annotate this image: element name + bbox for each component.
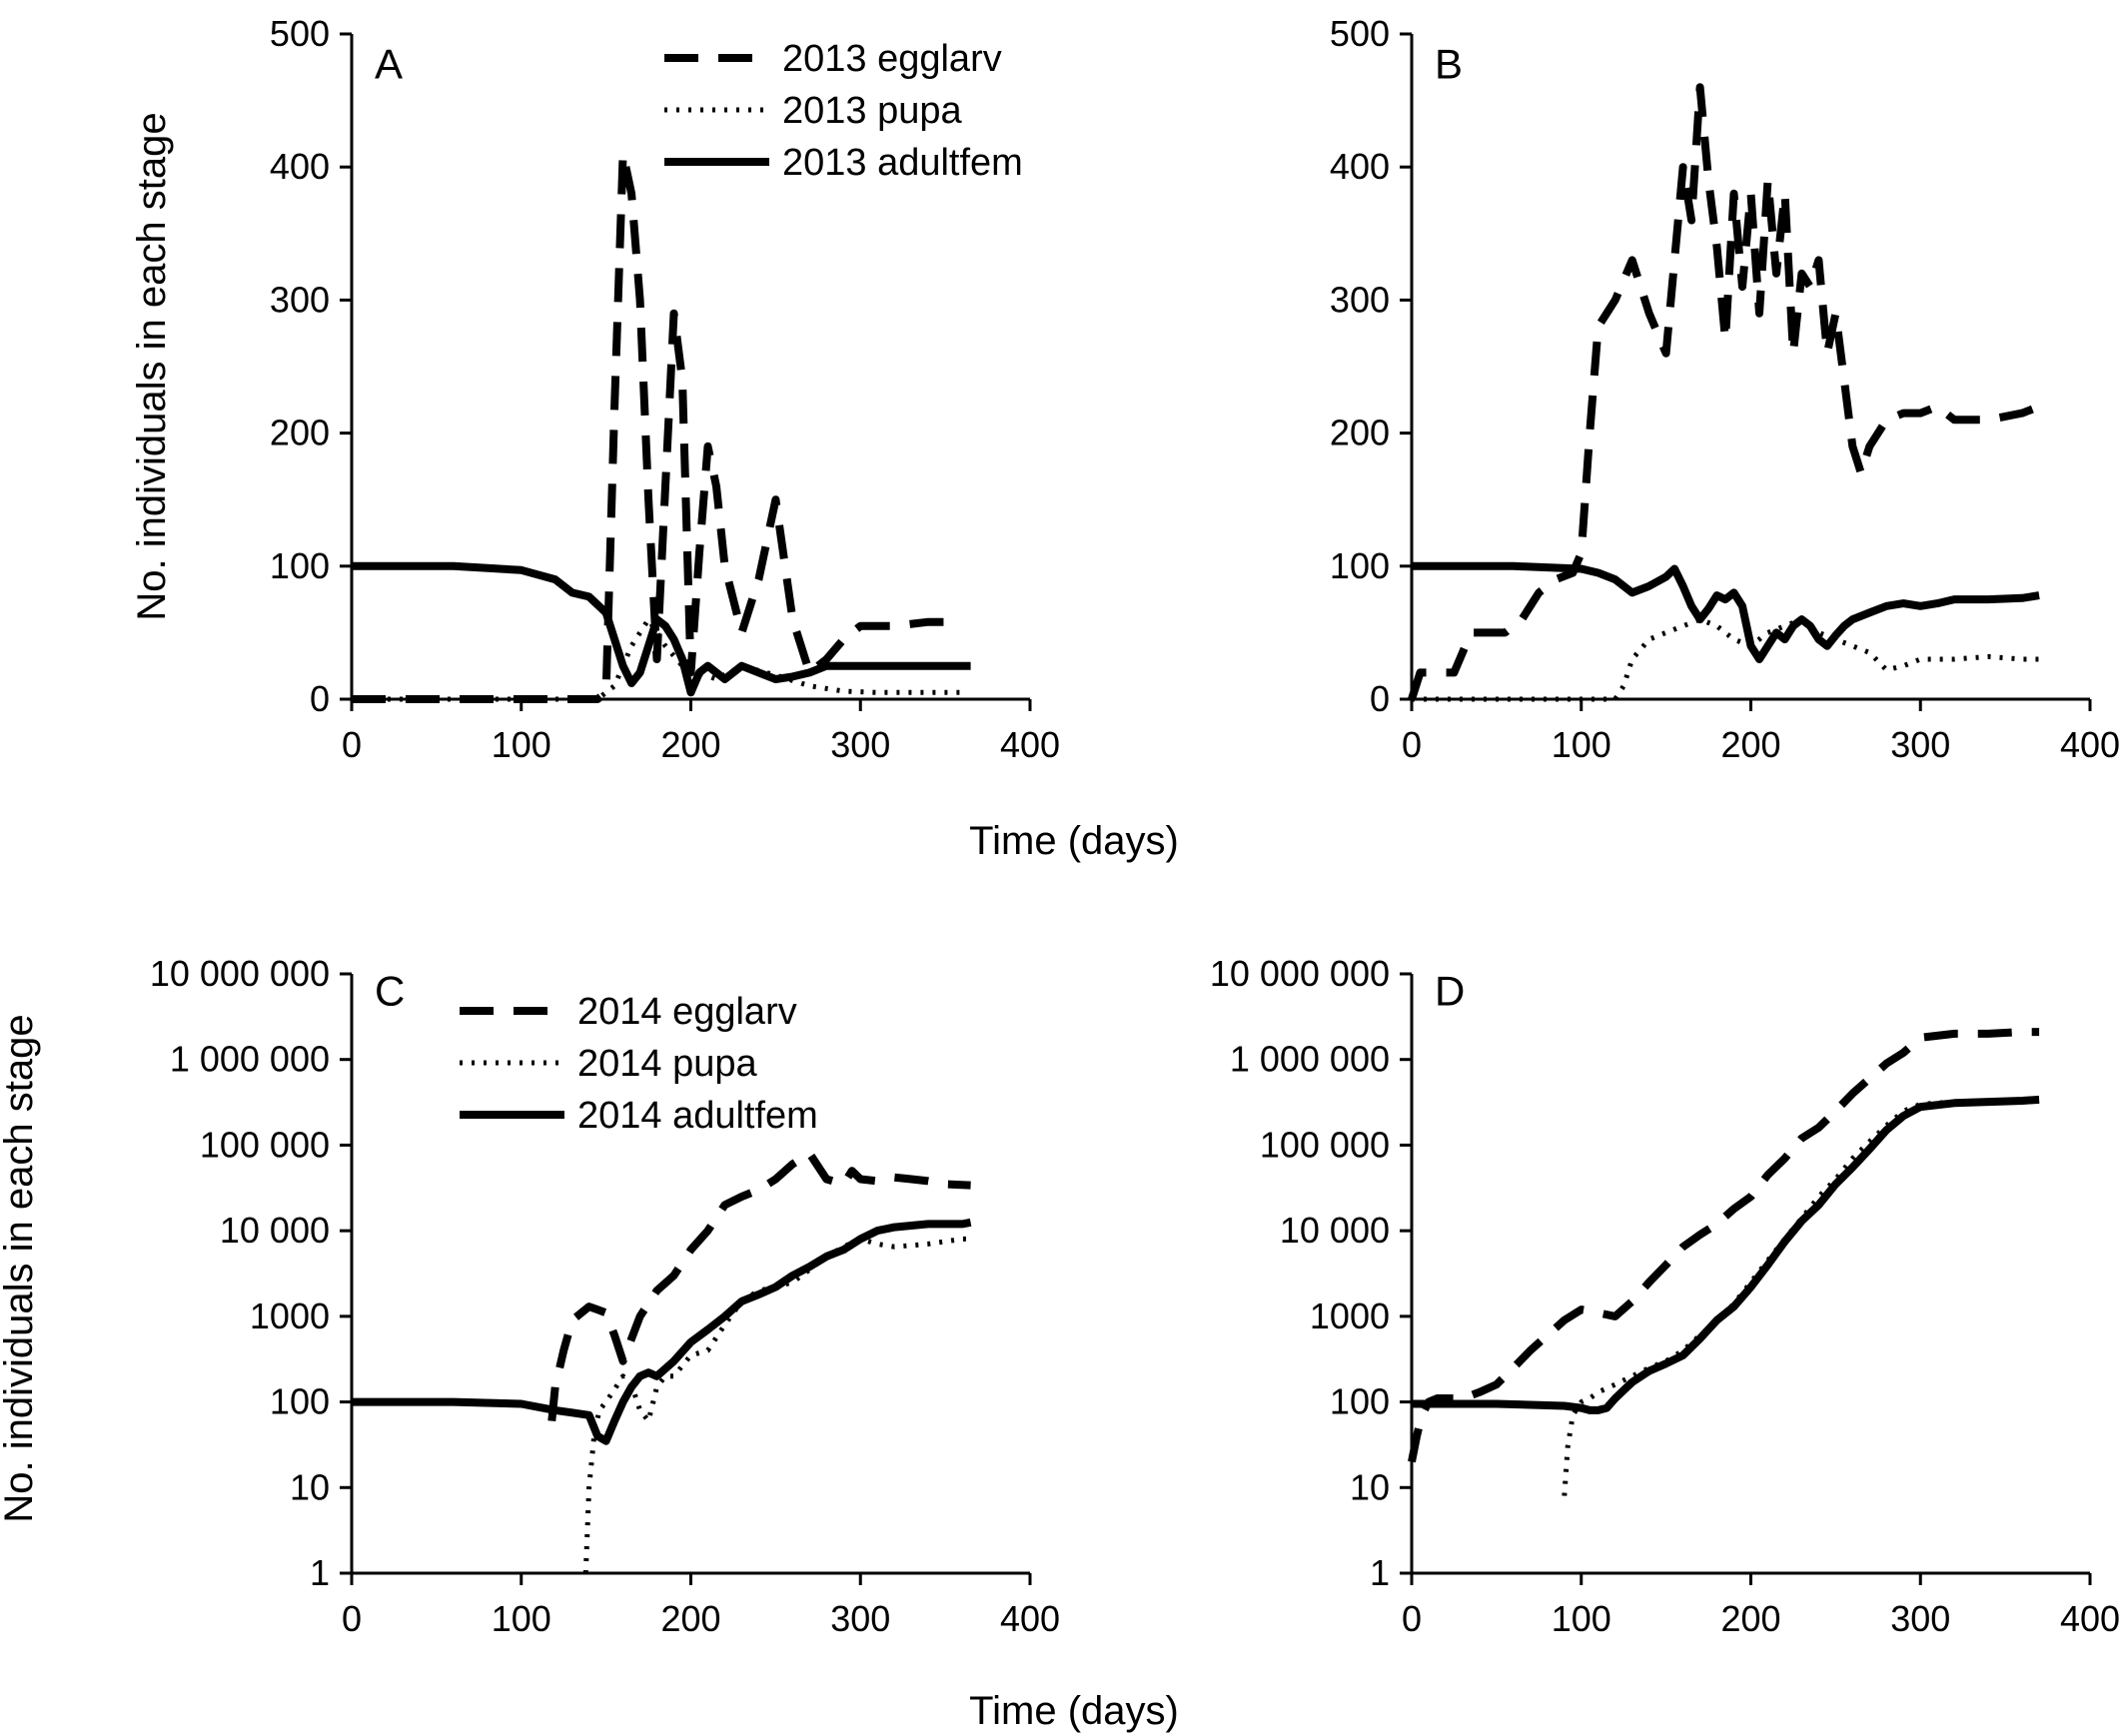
y-tick-label-c: 1 — [310, 1552, 330, 1593]
x-tick-label-c: 400 — [1000, 1598, 1060, 1639]
y-tick-label-d: 10 000 000 — [1210, 953, 1390, 994]
series-solid-a — [352, 561, 971, 697]
series-solid-d — [1412, 1095, 2040, 1414]
y-tick-label-b: 300 — [1330, 279, 1390, 320]
x-tick-label-a: 300 — [830, 724, 890, 765]
y-tick-label-c: 100 000 — [200, 1124, 330, 1165]
x-tick-label-c: 0 — [342, 1598, 362, 1639]
legend-label-dotted-a: 2013 pupa — [782, 90, 962, 132]
y-tick-label-b: 400 — [1330, 146, 1390, 187]
panel-a: 0 100 200 300 400 0 100 200 300 400 500 A 2013 eggla… — [270, 13, 1060, 765]
panel-b: 0 100 200 300 400 0 100 200 300 400 500 B — [1330, 13, 2120, 765]
panel-label-c: C — [375, 967, 405, 1014]
series-dashed-c — [547, 1149, 971, 1421]
y-tick-label-c: 10 000 — [220, 1210, 330, 1251]
series-dotted-d — [1562, 1097, 2040, 1496]
series-dotted-c — [582, 1236, 971, 1574]
y-tick-label-d: 1 — [1370, 1552, 1390, 1593]
panel-label-b: B — [1435, 40, 1463, 87]
y-tick-label-d: 10 — [1350, 1466, 1390, 1507]
y-tick-label-c: 1000 — [250, 1296, 330, 1336]
x-tick-label-d: 200 — [1720, 1598, 1780, 1639]
legend-label-solid-a: 2013 adultfem — [782, 142, 1023, 184]
x-tick-label-b: 300 — [1890, 724, 1950, 765]
x-axis-title-bottom: Time (days) — [969, 1689, 1179, 1733]
legend-label-dashed-a: 2013 egglarv — [782, 38, 1002, 80]
y-axis-title-bottom: No. individuals in each stage — [0, 1014, 41, 1522]
panel-c: 0 100 200 300 400 1 10 100 1000 10 000 100 000 1 00… — [150, 953, 1060, 1639]
series-solid-c — [352, 1218, 972, 1445]
legend-label-solid-c: 2014 adultfem — [577, 1095, 818, 1137]
y-tick-label-c: 100 — [270, 1381, 330, 1422]
y-tick-label-d: 1 000 000 — [1230, 1039, 1390, 1080]
panel-label-a: A — [375, 40, 403, 87]
x-tick-label-c: 100 — [492, 1598, 551, 1639]
x-tick-label-d: 100 — [1552, 1598, 1611, 1639]
x-tick-label-b: 400 — [2060, 724, 2120, 765]
y-tick-label-c: 10 — [290, 1466, 330, 1507]
y-tick-label-a: 400 — [270, 146, 330, 187]
x-tick-label-c: 300 — [830, 1598, 890, 1639]
x-tick-label-d: 0 — [1402, 1598, 1422, 1639]
x-tick-label-a: 200 — [660, 724, 720, 765]
panel-d: 0 100 200 300 400 1 10 100 1000 10 000 100 000 1 00… — [1210, 953, 2120, 1639]
legend-label-dashed-c: 2014 egglarv — [577, 991, 797, 1033]
panel-label-d: D — [1435, 967, 1465, 1014]
y-tick-label-a: 100 — [270, 545, 330, 586]
x-tick-label-a: 0 — [342, 724, 362, 765]
series-dashed-b — [1408, 83, 2041, 701]
y-tick-label-a: 200 — [270, 413, 330, 453]
y-tick-label-b: 100 — [1330, 545, 1390, 586]
legend-label-dotted-c: 2014 pupa — [577, 1043, 757, 1085]
x-tick-label-c: 200 — [660, 1598, 720, 1639]
x-tick-label-a: 100 — [492, 724, 551, 765]
y-tick-label-c: 1 000 000 — [170, 1039, 330, 1080]
x-tick-label-d: 400 — [2060, 1598, 2120, 1639]
x-tick-label-b: 0 — [1402, 724, 1422, 765]
series-dashed-d — [1408, 1028, 2040, 1463]
y-tick-label-b: 0 — [1370, 678, 1390, 719]
y-tick-label-b: 200 — [1330, 413, 1390, 453]
y-tick-label-d: 1000 — [1310, 1296, 1390, 1336]
series-solid-b — [1412, 561, 2040, 663]
x-tick-label-d: 300 — [1890, 1598, 1950, 1639]
y-tick-label-a: 300 — [270, 279, 330, 320]
y-tick-label-c: 10 000 000 — [150, 953, 330, 994]
x-axis-title-top: Time (days) — [969, 819, 1179, 863]
y-tick-label-d: 100 000 — [1260, 1124, 1390, 1165]
series-dashed-a — [352, 149, 963, 703]
x-tick-label-b: 200 — [1720, 724, 1780, 765]
y-tick-label-a: 500 — [270, 13, 330, 54]
y-tick-label-d: 100 — [1330, 1381, 1390, 1422]
x-tick-label-a: 400 — [1000, 724, 1060, 765]
y-tick-label-b: 500 — [1330, 13, 1390, 54]
y-tick-label-a: 0 — [310, 678, 330, 719]
y-tick-label-d: 10 000 — [1280, 1210, 1390, 1251]
x-tick-label-b: 100 — [1552, 724, 1611, 765]
y-axis-title-top: No. individuals in each stage — [130, 112, 174, 620]
